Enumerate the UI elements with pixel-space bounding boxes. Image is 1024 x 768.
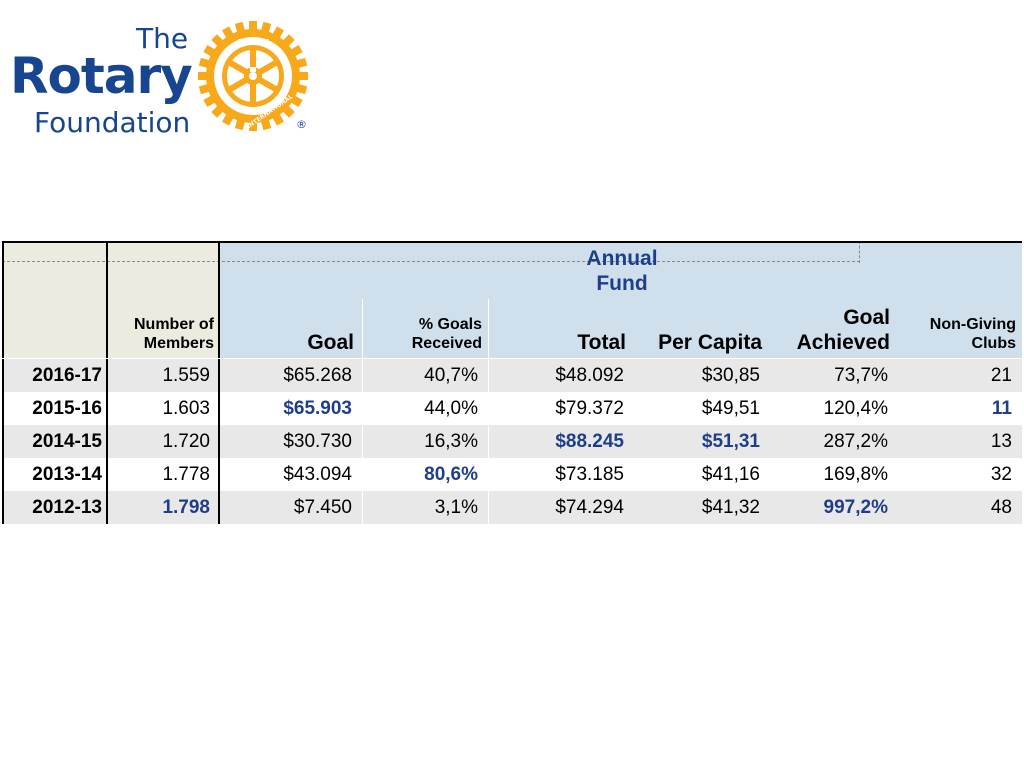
grid-line (106, 241, 108, 524)
cell-per-capita: $30,85 (701, 365, 760, 386)
corner-header (2, 241, 220, 358)
dashed-selection-box-right (859, 241, 861, 263)
cell-non-giving: 21 (990, 365, 1012, 386)
cell-per-capita: $41,32 (701, 497, 760, 518)
cell-pct-goals: 40,7% (424, 365, 478, 386)
header-separator (488, 299, 489, 524)
logo-foundation: Foundation (34, 106, 191, 139)
cell-pct-goals: 16,3% (424, 431, 478, 452)
cell-members: 1.720 (162, 431, 210, 452)
registered-mark: ® (296, 118, 307, 131)
col-header-pct-line2: Received (411, 335, 482, 352)
cell-members: 1.559 (162, 365, 210, 386)
annual-fund-table: Annual Fund Number of Members Goal % Goa… (2, 241, 1022, 524)
col-header-pct-line1: % Goals (418, 316, 482, 333)
dashed-selection-box (2, 261, 860, 263)
col-header-total: Total (577, 331, 626, 354)
table-row: 2012-13 1.798 $7.450 3,1% $74.294 $41,32 997,2… (2, 491, 1022, 524)
cell-non-giving: 48 (990, 497, 1012, 518)
cell-goal-achieved: 287,2% (823, 431, 888, 452)
col-header-members: Number of Members (108, 315, 220, 353)
table-row: 2013-14 1.778 $43.094 80,6% $73.185 $41,16 169… (2, 458, 1022, 491)
table-row: 2015-16 1.603 $65.903 44,0% $79.372 $49,51 120… (2, 392, 1022, 425)
cell-goal: $65.903 (283, 398, 352, 419)
cell-total: $88.245 (555, 431, 624, 452)
col-header-non-giving-line2: Clubs (971, 335, 1016, 352)
grid-line (218, 241, 220, 524)
cell-goal-achieved: 169,8% (823, 464, 888, 485)
cell-per-capita: $41,16 (701, 464, 760, 485)
group-header-fund: Fund (596, 272, 648, 295)
cell-non-giving: 11 (991, 398, 1012, 419)
col-header-non-giving: Non-Giving Clubs (898, 315, 1022, 353)
cell-goal: $43.094 (283, 464, 352, 485)
header-separator (362, 299, 363, 524)
cell-per-capita: $49,51 (701, 398, 760, 419)
cell-year: 2013-14 (2, 458, 108, 491)
cell-goal: $7.450 (293, 497, 352, 518)
grid-line (2, 241, 1022, 243)
cell-goal-achieved: 73,7% (834, 365, 888, 386)
col-header-members-line2: Members (143, 335, 214, 352)
cell-per-capita: $51,31 (701, 431, 760, 452)
cell-total: $73.185 (555, 464, 624, 485)
cell-goal: $30.730 (283, 431, 352, 452)
group-header-bg (220, 241, 1022, 358)
col-header-pct-goals: % Goals Received (362, 315, 488, 353)
cell-members: 1.798 (162, 497, 210, 518)
cell-total: $74.294 (555, 497, 624, 518)
cell-non-giving: 13 (990, 431, 1012, 452)
cell-year: 2014-15 (2, 425, 108, 458)
cell-goal: $65.268 (283, 365, 352, 386)
cell-goal-achieved: 997,2% (823, 497, 888, 518)
col-header-goal-achieved-line1: Goal (843, 306, 890, 329)
grid-line (2, 358, 1022, 359)
logo-rotary: Rotary (10, 47, 193, 105)
cell-non-giving: 32 (990, 464, 1012, 485)
col-header-members-line1: Number of (134, 316, 214, 333)
cell-pct-goals: 44,0% (424, 398, 478, 419)
cell-pct-goals: 3,1% (434, 497, 478, 518)
col-header-goal: Goal (307, 331, 354, 354)
cell-total: $48.092 (555, 365, 624, 386)
cell-total: $79.372 (555, 398, 624, 419)
cell-pct-goals: 80,6% (424, 464, 478, 485)
table-row: 2014-15 1.720 $30.730 16,3% $88.245 $51,31 287… (2, 425, 1022, 458)
grid-line (2, 241, 4, 524)
cell-year: 2016-17 (2, 359, 108, 392)
group-header-annual: Annual (586, 247, 658, 270)
col-header-goal-achieved: Goal Achieved (770, 305, 898, 355)
col-header-goal-achieved-line2: Achieved (796, 331, 890, 354)
wheel-text-top: ROTARY (237, 38, 269, 46)
table-row: 2016-17 1.559 $65.268 40,7% $48.092 $30,85 73,… (2, 359, 1022, 392)
cell-goal-achieved: 120,4% (823, 398, 888, 419)
rotary-wheel-icon: ROTARY INTERNATIONAL ® (198, 21, 308, 131)
cell-members: 1.603 (162, 398, 210, 419)
cell-members: 1.778 (162, 464, 210, 485)
cell-year: 2015-16 (2, 392, 108, 425)
logo-the: The (136, 22, 189, 55)
col-header-per-capita: Per Capita (658, 331, 762, 354)
cell-year: 2012-13 (2, 491, 108, 524)
col-header-non-giving-line1: Non-Giving (929, 316, 1016, 333)
